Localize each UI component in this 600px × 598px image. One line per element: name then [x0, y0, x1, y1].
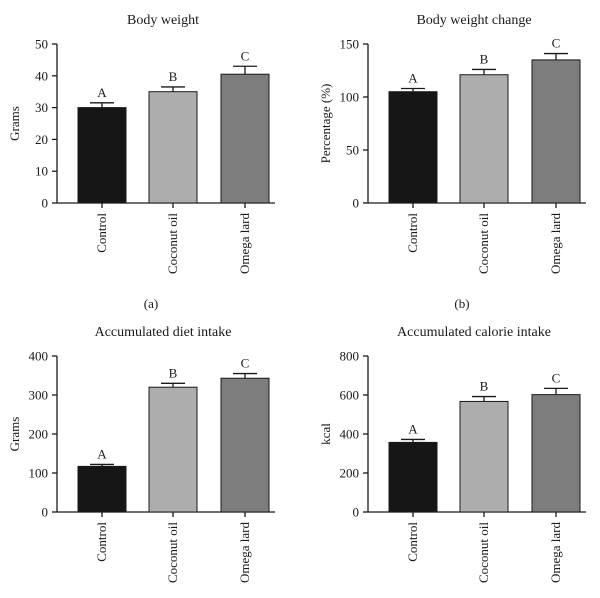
bar-control: [388, 441, 438, 513]
y-tick-label: 0: [353, 196, 360, 211]
panel-label: (b): [454, 296, 469, 311]
significance-letter: A: [408, 421, 418, 436]
y-tick-label: 40: [35, 68, 48, 83]
y-tick-label: 300: [29, 388, 49, 403]
significance-letter: C: [241, 48, 250, 63]
bar-coconut-oil: [148, 91, 198, 204]
significance-letter: B: [169, 69, 178, 84]
category-label: Control: [405, 522, 420, 562]
y-tick-label: 0: [353, 505, 360, 520]
significance-letter: B: [480, 51, 489, 66]
y-axis-label: Grams: [7, 106, 22, 141]
y-tick-label: 0: [42, 196, 49, 211]
significance-letter: C: [241, 356, 250, 371]
bar-omega-lard: [531, 59, 581, 204]
significance-letter: A: [97, 85, 107, 100]
y-tick-label: 200: [340, 466, 360, 481]
chart-title: Body weight: [127, 13, 199, 28]
y-tick-label: 50: [35, 37, 48, 52]
significance-letter: B: [480, 379, 489, 394]
category-label: Coconut oil: [165, 213, 180, 274]
chart-title: Body weight change: [416, 13, 531, 28]
y-axis-label: Percentage (%): [318, 84, 333, 164]
panel-label: (a): [144, 296, 158, 311]
category-label: Omega lard: [237, 522, 252, 584]
category-label: Omega lard: [548, 213, 563, 275]
chart-panel-0: Body weight 0 10 20 30 40 50 Grams A Control B Coco…: [7, 13, 275, 311]
chart-panel-3: Accumulated calorie intake 0 200 400 600 800 k…: [318, 325, 586, 583]
category-label: Omega lard: [548, 522, 563, 584]
bar-control: [77, 107, 127, 204]
bar-omega-lard: [220, 377, 270, 513]
bar-omega-lard: [531, 394, 581, 513]
bar-coconut-oil: [459, 74, 509, 204]
bar-coconut-oil: [459, 400, 509, 513]
y-tick-label: 100: [340, 90, 360, 105]
chart-panel-2: Accumulated diet intake 0 100 200 300 400 Gram…: [7, 325, 275, 583]
category-label: Control: [405, 213, 420, 253]
chart-title: Accumulated diet intake: [95, 325, 232, 340]
bar-coconut-oil: [148, 386, 198, 513]
category-label: Control: [94, 213, 109, 253]
y-tick-label: 800: [340, 349, 360, 364]
y-tick-label: 150: [340, 37, 360, 52]
y-tick-label: 10: [35, 164, 48, 179]
bar-control: [388, 91, 438, 204]
significance-letter: A: [408, 71, 418, 86]
significance-letter: C: [552, 36, 561, 51]
category-label: Control: [94, 522, 109, 562]
y-tick-label: 20: [35, 132, 48, 147]
y-tick-label: 0: [42, 505, 49, 520]
y-tick-label: 50: [346, 143, 359, 158]
y-axis-label: kcal: [318, 423, 333, 445]
category-label: Coconut oil: [165, 522, 180, 583]
category-label: Omega lard: [237, 213, 252, 275]
y-tick-label: 600: [340, 388, 360, 403]
y-tick-label: 400: [340, 427, 360, 442]
significance-letter: B: [169, 365, 178, 380]
y-tick-label: 30: [35, 100, 48, 115]
significance-letter: A: [97, 446, 107, 461]
bar-control: [77, 465, 127, 513]
category-label: Coconut oil: [476, 522, 491, 583]
significance-letter: C: [552, 370, 561, 385]
y-axis-label: Grams: [7, 417, 22, 452]
y-tick-label: 400: [29, 349, 49, 364]
chart-panel-1: Body weight change 0 50 100 150 Percentage (%…: [318, 13, 586, 311]
y-tick-label: 100: [29, 466, 49, 481]
y-tick-label: 200: [29, 427, 49, 442]
bar-omega-lard: [220, 73, 270, 204]
chart-title: Accumulated calorie intake: [397, 325, 551, 340]
category-label: Coconut oil: [476, 213, 491, 274]
